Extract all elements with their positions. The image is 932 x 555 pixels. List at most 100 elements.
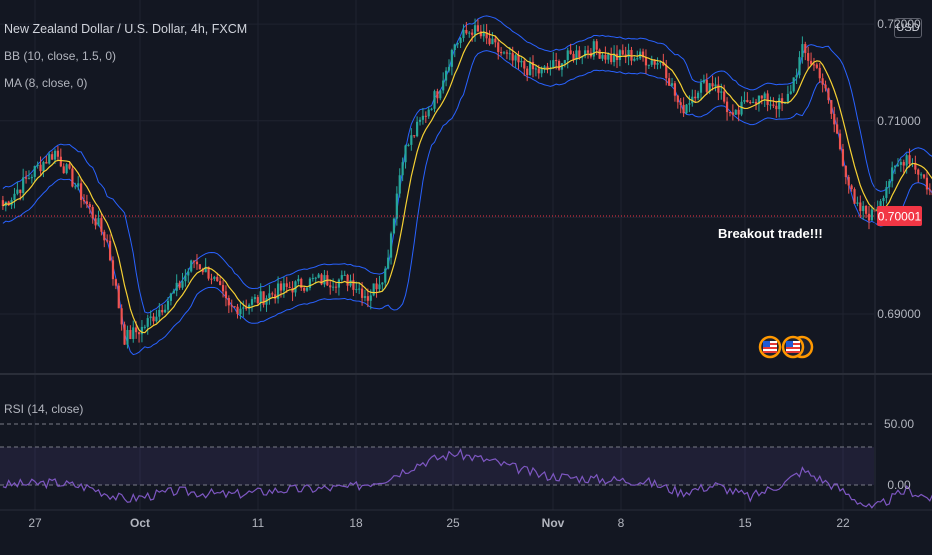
candle-body [891,167,893,181]
candle[interactable] [599,48,601,58]
candle-body [173,291,175,294]
candle-body [633,59,635,61]
candle-body [816,65,818,68]
candle-body [251,299,253,305]
candle[interactable] [735,109,737,115]
candle[interactable] [320,273,322,285]
candle-body [387,258,389,269]
last-price-label: 0.70001 [878,210,922,224]
candle-body [338,280,340,288]
candle-body [601,55,603,59]
candle-body [216,277,218,281]
candle-body [54,151,56,160]
candle-body [373,283,375,295]
candle[interactable] [393,217,395,234]
candle-body [604,55,606,60]
currency-button[interactable]: USD [894,18,922,38]
candle[interactable] [558,59,560,70]
candle-body [329,285,331,287]
candle[interactable] [118,283,120,308]
candle-body [520,61,522,62]
candle-body [564,60,566,63]
candle-body [45,162,47,163]
candle-body [738,110,740,115]
candle-body [393,219,395,234]
event-icons[interactable] [760,337,812,357]
candle[interactable] [71,166,73,188]
candle-body [882,198,884,201]
candle-body [48,154,50,163]
candle-body [51,154,53,159]
symbol-title[interactable]: New Zealand Dollar / U.S. Dollar, 4h, FX… [4,22,247,36]
candle-body [665,65,667,78]
candle-body [242,307,244,308]
candle-body [42,162,44,171]
us-flag-event-icon[interactable] [783,337,803,357]
candle-body [283,283,285,290]
candle-body [859,202,861,211]
us-flag-event-icon[interactable] [760,337,780,357]
candle-body [222,285,224,291]
candle-body [839,134,841,150]
candle-body [697,93,699,98]
candle-body [381,283,383,285]
rsi-legend[interactable]: RSI (14, close) [4,402,83,416]
candle-body [677,96,679,103]
breakout-annotation[interactable]: Breakout trade!!! [718,226,823,241]
candle-body [474,25,476,35]
candle-body [138,332,140,334]
candle-body [132,327,134,339]
candle-body [60,157,62,167]
candle-body [842,149,844,166]
candle-body [535,69,537,70]
candle[interactable] [685,104,687,114]
candle-body [431,109,433,110]
candle-body [297,279,299,281]
candle[interactable] [373,283,375,296]
candle[interactable] [66,163,68,174]
candle-body [862,206,864,211]
candle-body [743,100,745,102]
candle-body [436,91,438,98]
candle-body [688,103,690,104]
candle-body [144,327,146,328]
candle-body [239,309,241,314]
candle-body [367,296,369,301]
candle-body [512,53,514,60]
candle-body [778,98,780,109]
candle-body [523,61,525,69]
candle-body [711,83,713,86]
candle-body [16,190,18,194]
candle-body [196,262,198,265]
candle-body [425,116,427,117]
moving-average-legend[interactable]: MA (8, close, 0) [4,76,87,90]
candle-body [827,88,829,100]
candle-body [503,52,505,53]
candle-body [121,308,123,324]
price-tick-label: 0.69000 [877,307,921,321]
candle-body [199,264,201,269]
candle[interactable] [190,260,192,273]
candle-body [471,33,473,35]
candle-body [303,288,305,291]
candle-body [219,281,221,285]
candle[interactable] [853,187,855,204]
candle-body [648,65,650,66]
time-tick-label: 18 [349,516,363,530]
candle[interactable] [199,264,201,269]
time-tick-label: 8 [618,516,625,530]
candle-body [115,279,117,286]
candle[interactable] [793,77,795,93]
candle-body [775,106,777,109]
bollinger-bands-legend[interactable]: BB (10, close, 1.5, 0) [4,49,116,63]
candle-body [769,105,771,106]
candle[interactable] [123,322,125,345]
candle-body [457,43,459,44]
candle-body [729,112,731,113]
candle-body [384,269,386,283]
candle-body [225,291,227,298]
candle-body [123,324,125,344]
candle-body [80,183,82,200]
